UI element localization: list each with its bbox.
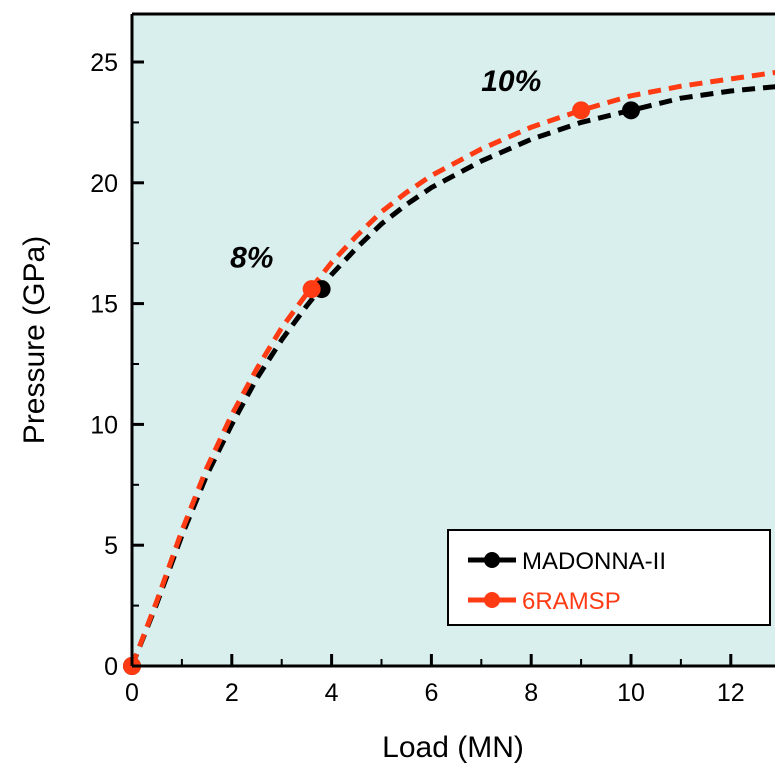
y-tick-label-0: 0 [104,653,118,681]
legend-marker-1 [484,592,500,608]
legend-label-1: 6RAMSP [522,588,621,615]
x-tick-label-1: 2 [225,679,239,707]
annotations: 8% 10% [230,65,541,274]
y-tick-label-4: 20 [90,170,118,198]
axes: 0 5 10 15 20 25 0 2 4 6 8 10 12 [90,12,775,707]
y-tick-label-5: 25 [90,49,118,77]
series-line-1 [129,69,775,667]
annotation-1: 10% [481,65,541,98]
legend: MADONNA-II 6RAMSP [447,529,771,626]
x-tick-label-6: 12 [717,679,745,707]
x-tick-label-5: 10 [617,679,645,707]
x-tick-label-3: 6 [424,679,438,707]
y-axis-title: Pressure (GPa) [18,236,51,444]
data-point-0-2 [622,101,640,120]
x-tick-label-0: 0 [125,679,139,707]
x-tick-label-4: 8 [524,679,538,707]
y-tick-label-1: 5 [104,532,118,560]
y-tick-label-2: 10 [90,411,118,439]
annotation-0: 8% [230,241,273,274]
x-axis-title: Load (MN) [382,731,524,764]
y-tick-label-3: 15 [90,291,118,319]
legend-box [447,529,771,626]
data-point-1-2 [572,101,591,120]
x-tick-label-2: 4 [325,679,339,707]
legend-marker-0 [484,552,500,568]
legend-label-0: MADONNA-II [522,548,666,575]
data-point-1-1 [302,280,321,299]
